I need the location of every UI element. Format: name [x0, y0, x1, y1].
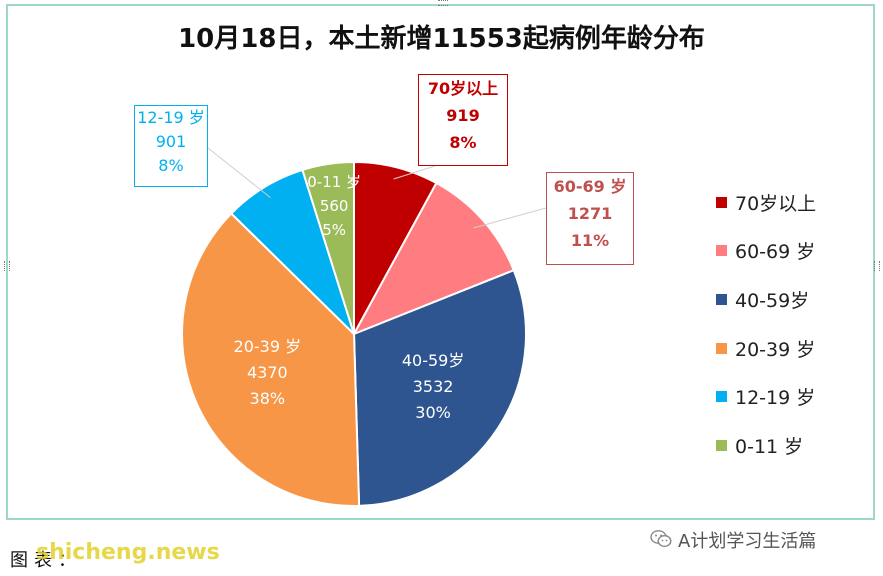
legend-label-1: 60-69 岁: [735, 241, 816, 264]
legend-item-4: 12-19 岁: [716, 372, 816, 421]
callout-60-value: 1271: [567, 204, 613, 223]
slice-label-3: 20-39 岁: [234, 337, 302, 356]
legend-item-1: 60-69 岁: [716, 227, 816, 276]
slice-percent-3: 38%: [250, 389, 286, 408]
legend-item-5: 0-11 岁: [716, 421, 816, 470]
leader-line-4: [207, 147, 271, 198]
resize-handle-right[interactable]: [874, 261, 880, 271]
pie-slice-1: [351, 181, 516, 336]
pie-slice-5: [301, 160, 355, 335]
callout-12-value: 901: [155, 132, 187, 151]
legend-swatch-1: [716, 245, 727, 257]
slice-label-2: 40-59岁: [402, 351, 465, 370]
slice-percent-2: 30%: [415, 403, 451, 422]
chart-title: 10月18日，本土新增11553起病例年龄分布: [178, 24, 705, 54]
chart-legend: 70岁以上 60-69 岁 40-59岁 20-39 岁 12-19 岁 0-11 岁: [716, 178, 816, 470]
slice-value-3: 4370: [247, 363, 288, 382]
legend-swatch-5: [716, 439, 727, 451]
slice-value-5: 560: [320, 197, 349, 215]
callout-70-label: 70岁以上: [427, 79, 499, 98]
legend-label-5: 0-11 岁: [735, 435, 804, 458]
callout-60-label: 60-69 岁: [553, 177, 627, 196]
pie-slice-2: [352, 268, 527, 507]
pie-slice-3: [181, 212, 361, 507]
legend-item-3: 20-39 岁: [716, 324, 816, 373]
slice-percent-5: 5%: [322, 221, 346, 239]
callout-70-percent: 8%: [449, 133, 477, 152]
resize-handle-left[interactable]: [4, 261, 10, 271]
legend-label-0: 70岁以上: [735, 192, 817, 215]
legend-swatch-4: [716, 391, 727, 403]
callout-12-19: 12-19 岁 901 8%: [134, 105, 208, 187]
legend-swatch-2: [716, 293, 727, 305]
legend-swatch-3: [716, 342, 727, 354]
callout-60-69: 60-69 岁 1271 11%: [546, 172, 634, 265]
wechat-account: A计划学习生活篇: [650, 527, 816, 553]
slice-label-5: 0-11 岁: [307, 173, 361, 191]
callout-70-plus: 70岁以上 919 8%: [418, 74, 508, 166]
callout-70-value: 919: [446, 106, 480, 125]
slice-value-2: 3532: [413, 377, 454, 396]
leader-line-0: [393, 165, 436, 180]
footer-caption: 图表：: [10, 550, 82, 571]
wechat-label: A计划学习生活篇: [678, 531, 817, 552]
legend-item-2: 40-59岁: [716, 275, 816, 324]
legend-item-0: 70岁以上: [716, 178, 816, 227]
legend-label-4: 12-19 岁: [735, 387, 816, 410]
callout-60-percent: 11%: [570, 231, 610, 250]
watermark-text: shicheng.news: [36, 540, 220, 565]
legend-label-3: 20-39 岁: [735, 338, 816, 361]
wechat-icon: [650, 529, 672, 551]
resize-handle-top[interactable]: [438, 0, 448, 6]
legend-swatch-0: [716, 196, 727, 208]
legend-label-2: 40-59岁: [735, 289, 810, 312]
callout-12-label: 12-19 岁: [137, 108, 205, 127]
leader-line-1: [473, 207, 547, 229]
callout-12-percent: 8%: [158, 156, 184, 175]
